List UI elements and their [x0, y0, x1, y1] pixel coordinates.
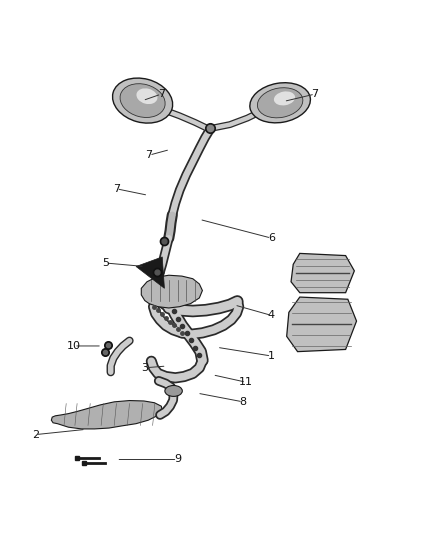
Text: 7: 7 [158, 89, 165, 99]
Ellipse shape [137, 88, 158, 104]
Text: 8: 8 [240, 397, 247, 407]
Polygon shape [136, 257, 164, 288]
Polygon shape [287, 297, 357, 352]
Ellipse shape [120, 84, 165, 117]
Ellipse shape [250, 83, 311, 123]
Ellipse shape [274, 91, 295, 106]
Polygon shape [141, 275, 202, 308]
Text: 4: 4 [268, 310, 275, 320]
Ellipse shape [113, 78, 173, 123]
Text: 6: 6 [268, 233, 275, 243]
Text: 3: 3 [141, 363, 148, 373]
Text: 9: 9 [174, 455, 181, 464]
Text: 10: 10 [67, 341, 81, 351]
Ellipse shape [258, 88, 303, 118]
Polygon shape [291, 253, 354, 293]
Text: 7: 7 [113, 184, 120, 194]
Text: 7: 7 [311, 89, 318, 99]
Polygon shape [51, 400, 162, 429]
Text: 2: 2 [32, 430, 39, 440]
Text: 7: 7 [145, 150, 153, 160]
Text: 11: 11 [239, 377, 253, 387]
Text: 1: 1 [268, 351, 275, 361]
Ellipse shape [165, 385, 182, 397]
Text: 5: 5 [102, 258, 109, 268]
